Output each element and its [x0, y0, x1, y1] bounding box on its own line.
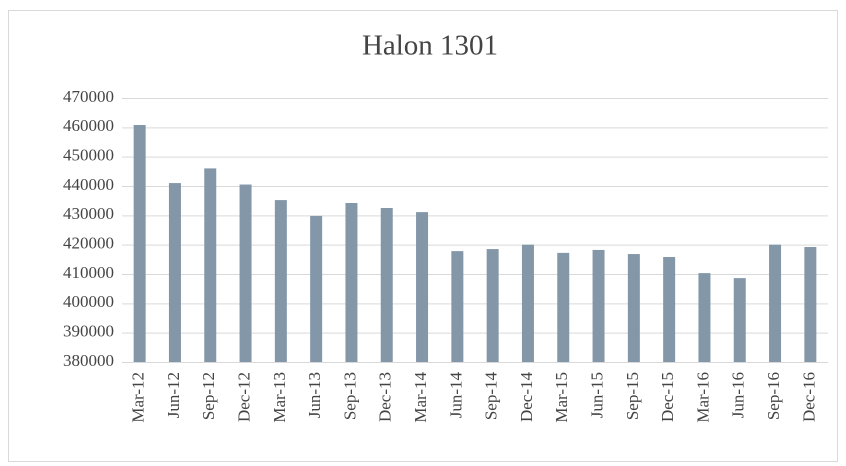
y-tick-label: 410000	[63, 263, 114, 282]
y-tick-label: 450000	[63, 146, 114, 165]
x-tick-label: Jun-14	[446, 372, 465, 419]
x-tick-label: Mar-14	[411, 372, 430, 423]
x-tick-label: Mar-13	[270, 372, 289, 423]
x-tick-label: Dec-15	[658, 372, 677, 422]
x-tick-label: Sep-15	[623, 372, 642, 420]
y-tick-label: 380000	[63, 351, 114, 370]
bar	[416, 212, 429, 362]
bar	[345, 203, 358, 362]
x-tick-label: Sep-16	[764, 372, 783, 420]
x-tick-label: Jun-12	[164, 372, 183, 418]
bar	[592, 249, 605, 362]
bar	[274, 200, 287, 362]
x-tick-label: Dec-12	[234, 372, 253, 422]
y-tick-label: 390000	[63, 322, 114, 341]
y-tick-label: 470000	[63, 87, 114, 106]
x-tick-label: Jun-13	[305, 372, 324, 418]
bar	[557, 252, 570, 362]
bar	[380, 208, 393, 362]
x-tick-label: Dec-14	[517, 372, 536, 423]
bar	[168, 183, 181, 362]
bar	[239, 184, 252, 362]
x-tick-label: Mar-12	[129, 372, 148, 423]
y-tick-label: 430000	[63, 204, 114, 223]
x-tick-label: Mar-15	[552, 372, 571, 423]
x-tick-label: Sep-12	[199, 372, 218, 420]
bar	[733, 278, 746, 362]
bar	[521, 244, 534, 362]
x-tick-label: Dec-13	[376, 372, 395, 422]
bar	[769, 244, 782, 362]
bar	[310, 215, 323, 362]
x-tick-label: Jun-16	[729, 372, 748, 418]
x-tick-label: Dec-16	[799, 372, 818, 422]
y-tick-label: 420000	[63, 234, 114, 253]
y-tick-label: 440000	[63, 175, 114, 194]
x-tick-label: Sep-13	[340, 372, 359, 420]
bar	[204, 168, 217, 362]
bar	[804, 247, 817, 362]
x-tick-label: Sep-14	[482, 372, 501, 421]
bar	[133, 124, 146, 362]
bar	[627, 254, 640, 362]
x-tick-label: Jun-15	[587, 372, 606, 418]
chart-title: Halon 1301	[362, 30, 498, 62]
bar	[698, 273, 711, 362]
x-tick-label: Mar-16	[693, 372, 712, 423]
y-tick-label: 460000	[63, 116, 114, 135]
bar	[451, 251, 464, 362]
bar	[486, 249, 499, 362]
bar	[663, 256, 676, 362]
y-tick-label: 400000	[63, 292, 114, 311]
